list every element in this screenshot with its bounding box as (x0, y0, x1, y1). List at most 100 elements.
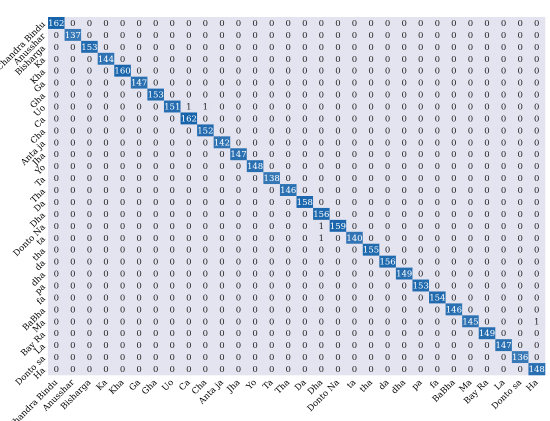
cell (147, 64, 165, 77)
cell (346, 351, 364, 364)
cell (97, 172, 115, 185)
cell (329, 303, 347, 316)
cell-label: 0 (87, 79, 92, 89)
cell (279, 28, 297, 42)
cell (64, 76, 82, 89)
cell (462, 291, 480, 304)
cell-label: 0 (501, 246, 506, 256)
cell (296, 184, 314, 197)
cell-label: 0 (236, 329, 241, 339)
cell (445, 124, 463, 137)
cell-label: 0 (451, 329, 456, 339)
cell (511, 184, 529, 197)
cell (263, 267, 281, 280)
cell-label: 0 (219, 150, 224, 160)
cell (180, 112, 198, 125)
cell (213, 17, 231, 30)
cell (230, 124, 248, 137)
cell-label: 0 (87, 150, 92, 160)
cell (429, 267, 446, 280)
cell (478, 40, 496, 54)
x-tick-label: Jha (225, 378, 243, 396)
cell-label: 0 (286, 150, 291, 160)
cell-label: 0 (269, 282, 274, 292)
cell-label: 0 (186, 67, 191, 77)
cell-label: 0 (153, 150, 158, 160)
cell (48, 112, 65, 125)
cell (429, 52, 446, 66)
cell (329, 136, 347, 149)
cell (495, 17, 513, 30)
cell (462, 351, 480, 364)
cell (213, 124, 231, 137)
cell (263, 219, 281, 233)
cell (395, 160, 413, 173)
cell (147, 267, 165, 280)
cell (230, 303, 248, 316)
cell-label: 0 (120, 365, 125, 375)
cell-label: 0 (186, 222, 191, 232)
cell-label: 0 (186, 353, 191, 363)
cell-label: 0 (401, 55, 406, 65)
cell-label: 0 (401, 365, 406, 375)
cell (163, 64, 181, 77)
cell (180, 17, 198, 30)
cell (263, 255, 281, 268)
cell (213, 28, 231, 42)
cell-label: 0 (484, 341, 489, 351)
cell (147, 339, 165, 352)
cell-label: 0 (451, 79, 456, 89)
cell-label: 0 (236, 353, 241, 363)
cell (346, 184, 364, 197)
cell-label: 0 (252, 126, 257, 136)
cell (81, 327, 98, 340)
cell-label: 0 (70, 150, 75, 160)
cell (279, 303, 297, 316)
cell (495, 315, 513, 328)
cell (362, 363, 380, 376)
cell (313, 136, 330, 149)
cell (279, 17, 297, 30)
cell-label: 0 (269, 186, 274, 196)
cell-label: 0 (70, 258, 75, 268)
cell (445, 303, 463, 316)
cell-label: 0 (286, 91, 291, 101)
cell-label: 0 (269, 67, 274, 77)
cell (263, 28, 281, 42)
cell (197, 88, 214, 101)
cell-label: 0 (170, 210, 175, 220)
cell (114, 351, 132, 364)
cell (445, 291, 463, 304)
cell (395, 124, 413, 137)
cell (64, 327, 82, 340)
cell-label: 1 (186, 103, 191, 113)
cell (97, 327, 115, 340)
cell-label: 0 (54, 341, 59, 351)
cell-label: 0 (319, 162, 324, 172)
cell (412, 148, 430, 161)
cell (246, 255, 264, 268)
cell-label: 0 (87, 222, 92, 232)
cell (263, 88, 281, 101)
cell-label: 0 (219, 198, 224, 208)
cell (180, 136, 198, 149)
cell (462, 243, 480, 256)
cell (379, 303, 397, 316)
cell (511, 136, 529, 149)
cell-label: 0 (352, 138, 357, 148)
cell (445, 88, 463, 101)
cell-label: 0 (120, 174, 125, 184)
cell (329, 363, 347, 376)
cell-label: 0 (484, 174, 489, 184)
cell (395, 100, 413, 113)
cell-label: 0 (435, 317, 440, 327)
cell (379, 315, 397, 328)
cell (130, 52, 148, 66)
cell (511, 303, 529, 316)
cell (313, 339, 330, 352)
cell-label: 0 (120, 270, 125, 280)
cell-label: 0 (385, 174, 390, 184)
cell-label: 0 (451, 114, 456, 124)
cell-label: 0 (418, 222, 423, 232)
